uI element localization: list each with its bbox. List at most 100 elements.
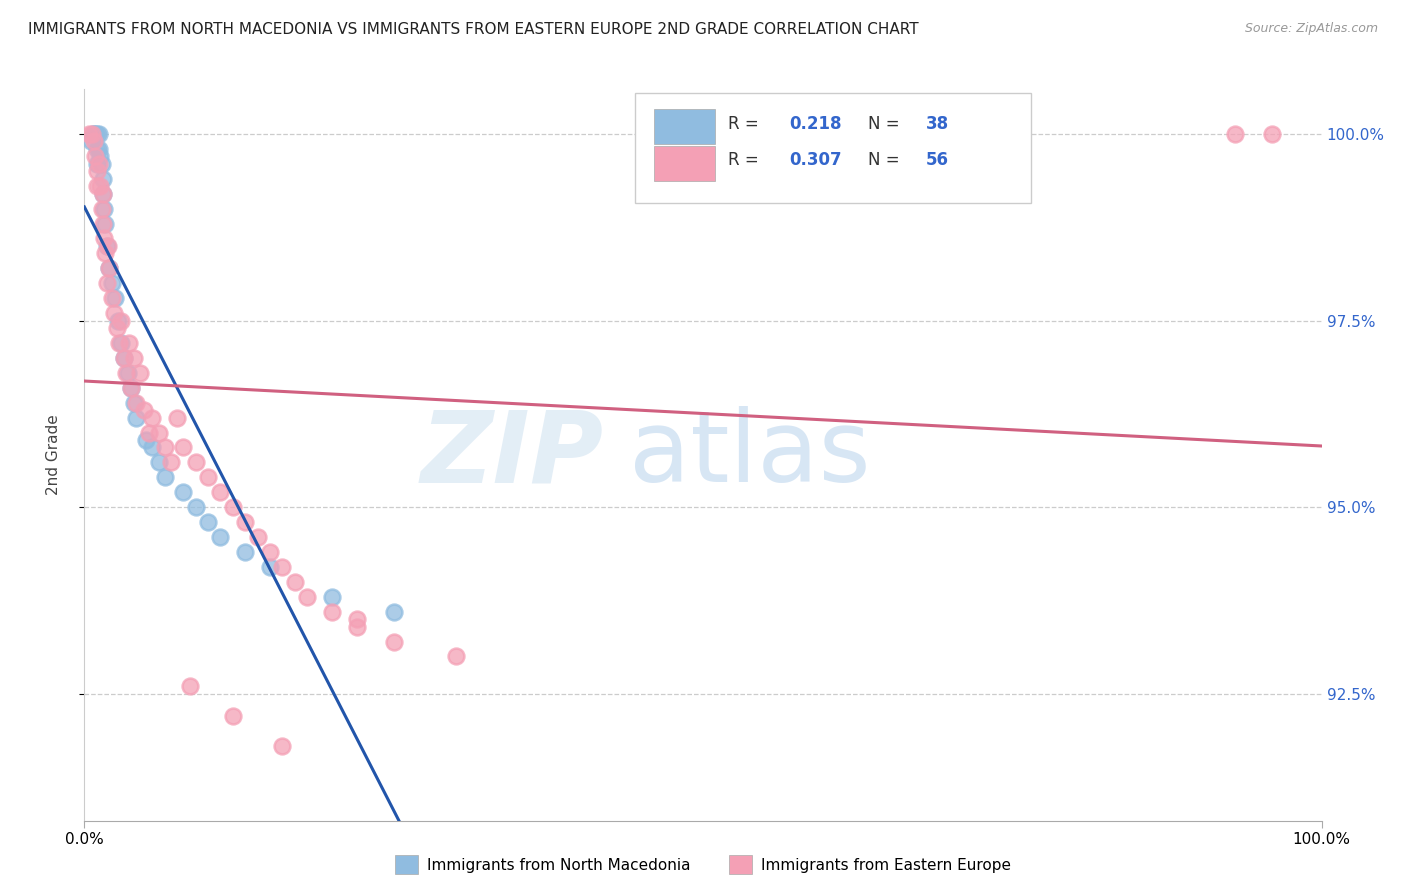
- Point: [135, 433, 157, 447]
- Point: [90, 157, 112, 171]
- Point: [112, 351, 135, 365]
- Point: [209, 485, 232, 500]
- Point: [84, 127, 107, 141]
- Point: [115, 366, 138, 380]
- Point: [98, 261, 121, 276]
- Point: [103, 306, 125, 320]
- Text: 56: 56: [925, 151, 949, 169]
- Text: IMMIGRANTS FROM NORTH MACEDONIA VS IMMIGRANTS FROM EASTERN EUROPE 2ND GRADE CORR: IMMIGRANTS FROM NORTH MACEDONIA VS IMMIG…: [28, 22, 918, 37]
- Text: N =: N =: [868, 151, 904, 169]
- Point: [86, 142, 108, 156]
- Point: [86, 179, 108, 194]
- Point: [117, 366, 139, 380]
- Point: [209, 530, 232, 544]
- Point: [80, 127, 103, 141]
- Point: [91, 186, 114, 201]
- Point: [259, 560, 281, 574]
- Point: [98, 261, 121, 276]
- Point: [91, 217, 114, 231]
- Point: [94, 217, 117, 231]
- Text: 0.218: 0.218: [790, 114, 842, 133]
- Point: [129, 366, 152, 380]
- Point: [89, 127, 111, 141]
- FancyBboxPatch shape: [654, 109, 716, 145]
- Point: [160, 455, 183, 469]
- Point: [197, 470, 219, 484]
- Point: [83, 127, 105, 141]
- Point: [108, 335, 131, 350]
- Point: [148, 455, 170, 469]
- Point: [110, 313, 132, 327]
- Point: [153, 441, 176, 455]
- Point: [110, 335, 132, 350]
- Point: [84, 149, 107, 163]
- Point: [90, 202, 112, 216]
- Point: [89, 142, 111, 156]
- Point: [96, 239, 118, 253]
- Point: [222, 709, 245, 723]
- Point: [138, 425, 160, 440]
- Point: [96, 277, 118, 291]
- Text: R =: R =: [728, 114, 763, 133]
- Point: [83, 135, 105, 149]
- Text: atlas: atlas: [628, 407, 870, 503]
- Legend: Immigrants from North Macedonia, Immigrants from Eastern Europe: Immigrants from North Macedonia, Immigra…: [389, 849, 1017, 880]
- Point: [321, 605, 343, 619]
- Point: [197, 515, 219, 529]
- Point: [172, 441, 194, 455]
- Point: [1261, 127, 1284, 141]
- Point: [86, 164, 108, 178]
- Point: [93, 231, 115, 245]
- Point: [179, 679, 201, 693]
- Point: [79, 127, 101, 141]
- Point: [86, 157, 108, 171]
- Point: [91, 186, 114, 201]
- Point: [141, 410, 163, 425]
- Point: [246, 530, 269, 544]
- Point: [346, 612, 368, 626]
- Text: ZIP: ZIP: [420, 407, 605, 503]
- Point: [100, 291, 122, 305]
- Point: [86, 127, 108, 141]
- Point: [104, 291, 127, 305]
- Point: [444, 649, 467, 664]
- Text: R =: R =: [728, 151, 763, 169]
- Point: [97, 239, 120, 253]
- Point: [141, 441, 163, 455]
- Point: [79, 135, 101, 149]
- Point: [166, 410, 188, 425]
- Point: [112, 351, 135, 365]
- Point: [132, 403, 155, 417]
- Point: [89, 179, 111, 194]
- Point: [125, 410, 148, 425]
- Point: [184, 455, 207, 469]
- Point: [284, 574, 307, 589]
- Point: [94, 246, 117, 260]
- Point: [91, 171, 114, 186]
- Point: [233, 515, 256, 529]
- Point: [382, 634, 405, 648]
- Point: [122, 395, 145, 409]
- Point: [259, 545, 281, 559]
- Point: [172, 485, 194, 500]
- Point: [100, 277, 122, 291]
- Point: [120, 381, 142, 395]
- Point: [89, 157, 111, 171]
- Text: Source: ZipAtlas.com: Source: ZipAtlas.com: [1244, 22, 1378, 36]
- FancyBboxPatch shape: [636, 93, 1031, 202]
- Point: [120, 381, 142, 395]
- Text: 38: 38: [925, 114, 949, 133]
- Point: [184, 500, 207, 515]
- Point: [1223, 127, 1246, 141]
- Point: [346, 619, 368, 633]
- Point: [148, 425, 170, 440]
- Point: [321, 590, 343, 604]
- Text: 0.307: 0.307: [790, 151, 842, 169]
- Point: [118, 335, 141, 350]
- Point: [82, 127, 104, 141]
- Point: [122, 351, 145, 365]
- Point: [153, 470, 176, 484]
- Point: [271, 739, 294, 753]
- Y-axis label: 2nd Grade: 2nd Grade: [46, 415, 60, 495]
- Point: [105, 321, 128, 335]
